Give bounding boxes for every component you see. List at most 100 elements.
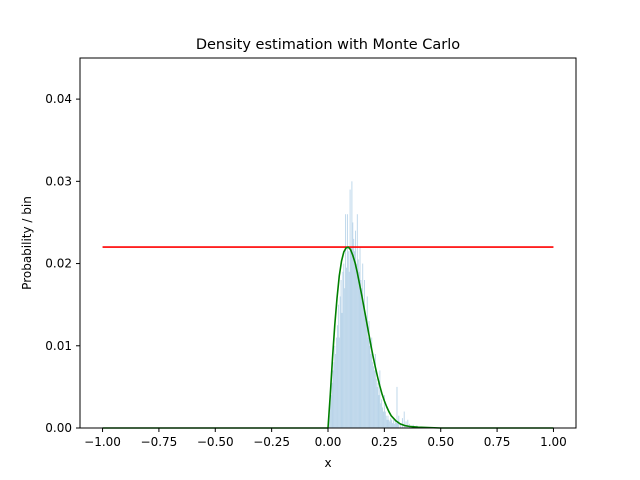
histogram-bar (358, 271, 360, 428)
histogram-bar (375, 378, 377, 428)
histogram-bar (371, 337, 373, 428)
x-tick-label: 0.00 (315, 435, 342, 449)
histogram-bar (345, 214, 347, 428)
histogram-bar (343, 263, 345, 428)
histogram-bar (388, 419, 390, 428)
histogram-bars (328, 181, 418, 428)
histogram-bar (385, 415, 387, 428)
histogram-bar (378, 395, 380, 428)
series-lines (102, 246, 554, 429)
histogram-bar (348, 271, 350, 428)
histogram-bar (329, 403, 331, 428)
target-line (102, 246, 554, 429)
y-tick-label: 0.03 (45, 174, 72, 188)
histogram-bar (353, 238, 355, 428)
chart-title: Density estimation with Monte Carlo (196, 37, 460, 53)
histogram-bar (355, 230, 356, 428)
histogram-bar (364, 280, 365, 428)
histogram-bar (373, 370, 375, 428)
histogram-bar (349, 189, 351, 428)
histogram-bar (398, 415, 400, 428)
histogram-bar (351, 181, 353, 428)
x-tick-label: −0.75 (141, 435, 178, 449)
histogram-bar (395, 423, 397, 428)
x-tick-label: 1.00 (540, 435, 567, 449)
histogram-bar (401, 418, 403, 428)
histogram-bar (372, 362, 374, 428)
histogram-bar (394, 419, 396, 428)
histogram-bar (334, 345, 336, 428)
histogram-bar (369, 345, 371, 428)
histogram-bar (357, 259, 359, 428)
histogram-bar (373, 366, 374, 428)
histogram-bar (376, 386, 378, 428)
histogram-bar (360, 280, 362, 428)
histogram-bar (407, 419, 409, 428)
histogram-bar (382, 407, 384, 428)
histogram-bar (340, 280, 342, 428)
x-tick-label: 0.25 (371, 435, 398, 449)
x-tick-label: 0.50 (427, 435, 454, 449)
histogram-bar (355, 263, 357, 428)
histogram-bar (342, 271, 344, 428)
y-axis-label: Probability / bin (20, 196, 34, 290)
histogram-bar (336, 337, 338, 428)
histogram-bar (365, 321, 367, 428)
histogram-bar (339, 296, 341, 428)
x-axis-ticks: −1.00 −0.75 −0.50 −0.25 0.00 0.25 0.50 0.75 1.00 (84, 428, 567, 449)
histogram-bar (389, 421, 391, 428)
histogram-bar (374, 354, 376, 428)
histogram-bar (370, 354, 372, 428)
histogram-bar (350, 247, 352, 428)
y-tick-label: 0.04 (45, 92, 72, 106)
histogram-bar (386, 419, 388, 428)
histogram-bar (396, 386, 398, 428)
histogram-bar (383, 411, 384, 428)
y-tick-label: 0.02 (45, 257, 72, 271)
y-tick-label: 0.00 (45, 421, 72, 435)
histogram-bar (330, 395, 332, 428)
histogram-bar (352, 222, 354, 428)
histogram-bar (366, 296, 368, 428)
x-axis-label: x (324, 456, 331, 470)
plot-area (102, 181, 554, 429)
x-tick-label: 0.75 (484, 435, 511, 449)
x-tick-label: −1.00 (84, 435, 121, 449)
histogram-bar (347, 251, 349, 428)
histogram-bar (363, 304, 365, 428)
histogram-bar (337, 325, 338, 428)
histogram-bar (361, 288, 363, 428)
histogram-bar (328, 415, 330, 428)
histogram-bar (368, 321, 370, 428)
y-tick-label: 0.01 (45, 339, 72, 353)
histogram-bar (337, 304, 339, 428)
histogram-bar (381, 399, 383, 428)
histogram-bar (344, 288, 346, 428)
histogram-bar (364, 312, 366, 428)
histogram-bar (359, 247, 361, 428)
x-tick-label: −0.50 (197, 435, 234, 449)
histogram-bar (346, 214, 348, 428)
histogram-bar (379, 370, 381, 428)
histogram-bar (346, 267, 347, 428)
histogram-bar (354, 251, 356, 428)
histogram-bar (338, 337, 340, 428)
histogram-bar (391, 419, 393, 428)
histogram-bar (390, 418, 392, 428)
histogram-bar (387, 415, 389, 428)
histogram-bar (335, 354, 337, 428)
histogram-bar (405, 421, 407, 428)
y-axis-ticks: 0.00 0.01 0.02 0.03 0.04 (45, 92, 80, 435)
histogram-bar (362, 263, 364, 428)
histogram-bar (341, 312, 343, 428)
histogram-bar (392, 419, 394, 428)
histogram-bar (380, 403, 382, 428)
histogram-bar (384, 411, 386, 428)
histogram-bar (397, 421, 399, 428)
x-tick-label: −0.25 (253, 435, 290, 449)
histogram-bar (332, 370, 334, 428)
histogram-bar (377, 382, 379, 428)
histogram-bar (356, 214, 358, 428)
